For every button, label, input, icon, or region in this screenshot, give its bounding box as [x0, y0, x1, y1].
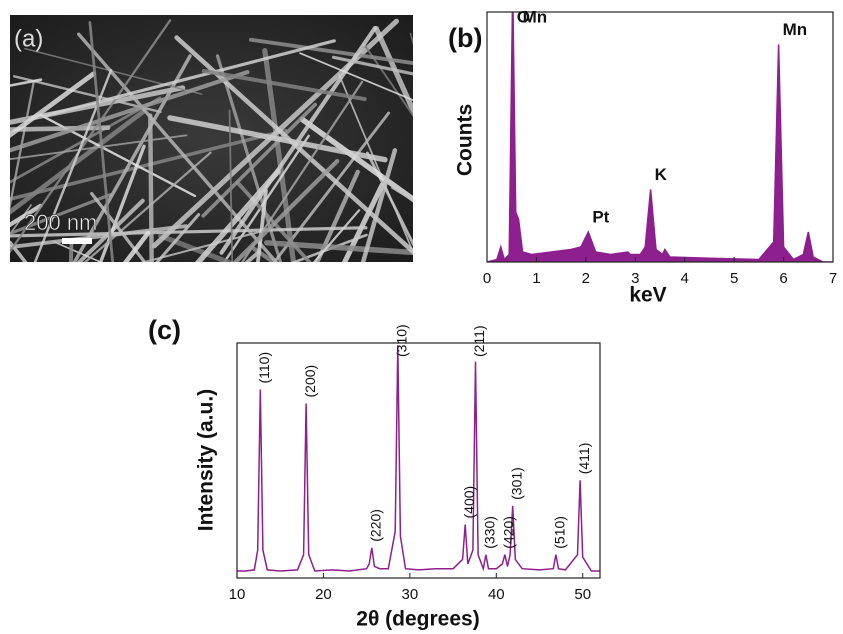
peak-label: (510) — [552, 516, 568, 549]
fiber — [367, 153, 518, 453]
pattern — [237, 345, 600, 571]
peak-label: (220) — [368, 509, 384, 542]
peak-label: (301) — [508, 467, 524, 500]
fiber — [54, 242, 381, 384]
scale-label: 200 nm — [24, 210, 97, 235]
fibers — [0, 20, 701, 542]
x-tick-label: 0 — [483, 270, 491, 287]
scale-bar — [62, 238, 92, 244]
x-tick-label: 1 — [532, 270, 540, 287]
peak-label: Mn — [783, 20, 808, 39]
y-axis-label: Intensity (a.u.) — [195, 389, 218, 531]
x-tick-label: 2 — [582, 270, 590, 287]
peak-label: (110) — [256, 352, 272, 384]
x-tick-label: 4 — [681, 270, 689, 287]
x-tick-label: 6 — [779, 270, 787, 287]
peak-label: (310) — [393, 324, 409, 357]
x-axis-label: 2θ (degrees) — [356, 608, 479, 631]
peak-label: Mn — [523, 7, 548, 26]
peak-label: Pt — [592, 207, 609, 226]
panel-label: (c) — [148, 315, 181, 345]
x-tick-label: 5 — [730, 270, 738, 287]
peak-label: (330) — [482, 516, 498, 549]
sem-image: 200 nm (a) — [0, 15, 701, 543]
fiber — [0, 233, 148, 528]
fiber — [0, 253, 257, 542]
peak-label: (211) — [471, 325, 487, 357]
y-axis-label: Counts — [454, 104, 477, 176]
fiber — [150, 116, 153, 414]
x-tick-label: 50 — [574, 586, 591, 603]
figure: 200 nm (a) 01234567keVCounts(b)OMnPtKMn1… — [0, 0, 843, 634]
x-tick-label: 40 — [488, 586, 505, 603]
peak-label: (420) — [501, 516, 517, 549]
panel-label: (b) — [448, 23, 482, 53]
x-tick-label: 7 — [829, 270, 837, 287]
peak-label: (400) — [461, 486, 477, 519]
spectrum — [487, 0, 833, 262]
peak-label: (411) — [576, 443, 592, 475]
fiber — [10, 242, 141, 410]
x-tick-label: 10 — [229, 586, 246, 603]
plot-frame — [237, 343, 600, 578]
fiber — [392, 188, 550, 285]
panel-label: (a) — [14, 25, 43, 52]
fiber — [66, 244, 71, 431]
x-tick-label: 20 — [315, 586, 332, 603]
x-axis-label: keV — [629, 284, 666, 307]
fiber — [254, 249, 411, 357]
x-tick-label: 30 — [402, 586, 419, 603]
peak-label: (200) — [302, 365, 318, 398]
peak-label: K — [655, 165, 668, 184]
